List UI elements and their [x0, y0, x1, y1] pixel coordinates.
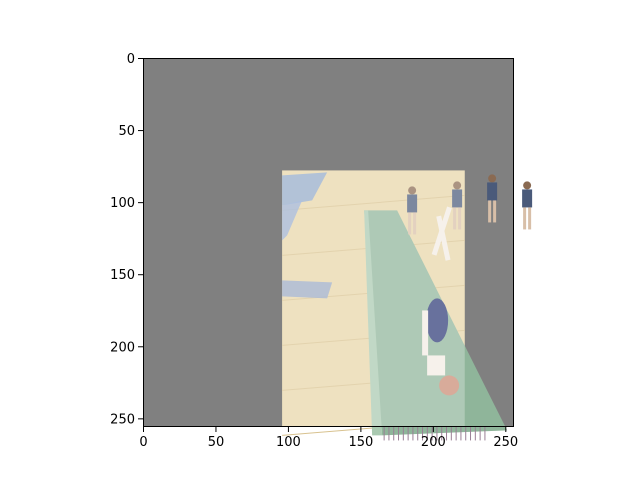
y-tick-label: 0 [127, 52, 135, 67]
x-axis: 0 50 100 150 200 250 [139, 427, 518, 450]
x-tick-label: 200 [421, 435, 446, 450]
y-tick-label: 200 [110, 340, 135, 355]
photo-fade [282, 170, 465, 427]
x-tick-label: 50 [208, 435, 225, 450]
person-head [488, 174, 497, 183]
x-tick-label: 250 [493, 435, 518, 450]
gymnast-torso [426, 298, 449, 343]
person-head [408, 186, 417, 195]
person-leg [458, 207, 462, 230]
gymnast-leg [431, 206, 452, 256]
person-body [487, 182, 498, 201]
y-tick-label: 100 [110, 196, 135, 211]
person-leg [453, 207, 457, 230]
axes-frame [143, 58, 514, 427]
person-body [452, 189, 463, 208]
x-tick-label: 150 [348, 435, 373, 450]
side-mat [282, 172, 328, 206]
y-tick-label: 250 [110, 412, 135, 427]
y-tick-label: 50 [118, 124, 135, 139]
person-head [453, 181, 462, 190]
gymnast-head [439, 375, 460, 396]
person-body [522, 189, 533, 208]
gymnast-leg [436, 215, 451, 261]
x-tick-label: 100 [276, 435, 301, 450]
person-head [523, 181, 532, 190]
person-body [407, 194, 418, 213]
person-leg [413, 212, 417, 235]
person-leg [408, 212, 412, 235]
side-mat [282, 280, 333, 299]
mat-edge [364, 210, 383, 436]
y-tick-label: 150 [110, 268, 135, 283]
person-leg [528, 207, 532, 230]
gymnast-arm [422, 310, 429, 356]
person-leg [493, 200, 497, 223]
photo-image [282, 170, 533, 441]
person-leg [523, 207, 527, 230]
y-axis: 0 50 100 150 200 250 [110, 52, 143, 427]
side-mat [282, 200, 303, 241]
gymnast-shirt [427, 355, 446, 376]
x-tick-label: 0 [139, 435, 147, 450]
person-leg [488, 200, 492, 223]
floor-line [282, 194, 465, 211]
